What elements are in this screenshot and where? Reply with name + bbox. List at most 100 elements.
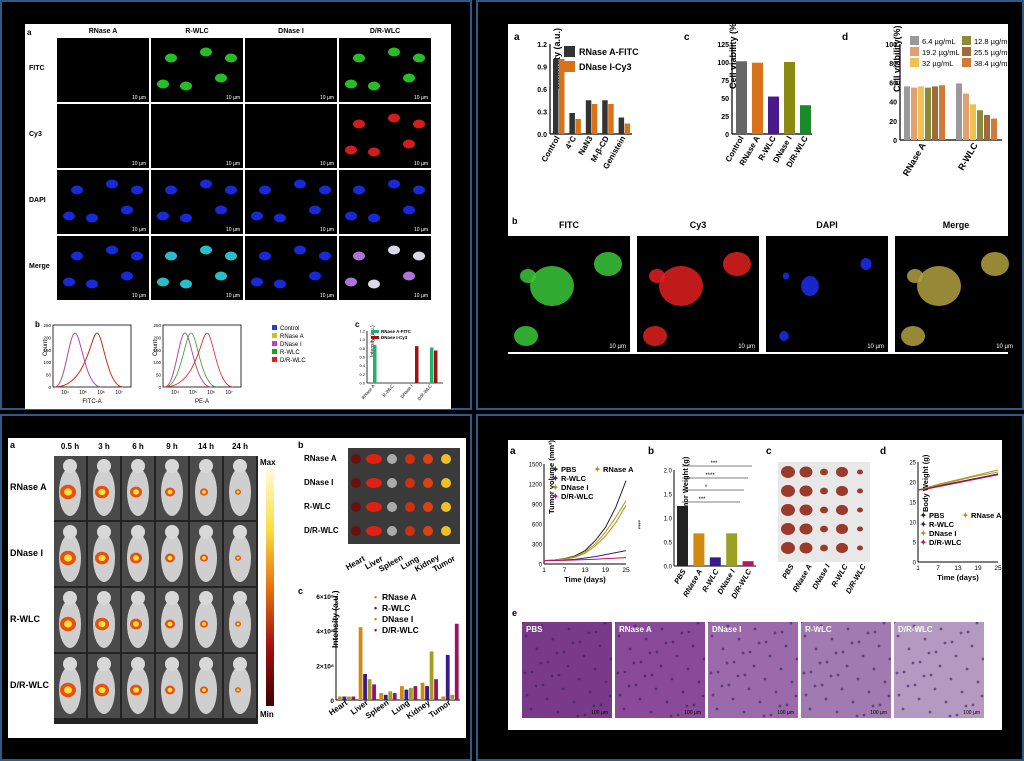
q4c-tumor <box>836 523 848 535</box>
q3a-mouse-svg <box>229 591 251 648</box>
q4e-nucleus-dot <box>748 650 752 654</box>
q1b-xtick: 10⁵ <box>189 390 197 396</box>
q1-nucleus <box>259 251 271 261</box>
q4a-ytick: 600 <box>532 523 543 529</box>
q2b-cells-svg <box>901 252 1009 346</box>
q3a-mouse-image <box>224 588 256 652</box>
q1b-legend-label: Control <box>280 326 299 332</box>
q2b-cell-shape <box>643 326 667 346</box>
q2a-ytick: 0.9 <box>537 65 547 72</box>
q3a-row-label: RNase A <box>10 482 47 492</box>
q1b-histogram-curve <box>54 332 102 388</box>
q4e-nucleus-dot <box>716 670 720 674</box>
q3b-row-label: DNase I <box>304 478 334 487</box>
q4e-nucleus-dot <box>535 647 539 651</box>
q4a-legend-label: PBS <box>561 465 576 474</box>
q1b-xlabel: FITC-A <box>82 399 101 405</box>
q2d-legend-label: 32 µg/mL <box>922 59 953 68</box>
q4e-nucleus-dot <box>825 660 829 664</box>
q3a-mouse-head <box>233 591 247 605</box>
q4d-legend-label: PBS <box>929 511 944 520</box>
q2d-ytick: 0 <box>893 138 897 145</box>
q2b-cell-shape <box>981 252 1009 276</box>
q3a-mouse-head <box>97 657 111 671</box>
q3a-signal-core <box>236 556 240 560</box>
q4e-nucleus-dot <box>708 622 710 624</box>
q3b-row-label: RNase A <box>304 454 337 463</box>
q4-tumor-charts: a Tumor volume (mm³) Time (days) 0 300 600 900… <box>510 440 1002 600</box>
q4d-legend-marker: ✦ <box>920 529 927 538</box>
q2-figure: a Intensity (a.u.) 0.0 0.3 0.6 0.9 1.2 RNase A-… <box>508 24 1017 354</box>
q4c-tumor <box>799 485 813 497</box>
q2b-cell-shape <box>520 269 536 283</box>
q3a-mouse-image <box>122 588 154 652</box>
q1b-xtick: 10⁵ <box>79 390 87 396</box>
q2d-legend-label: 25.5 µg/mL <box>974 48 1008 57</box>
q1-scale-bar: 10 µm <box>320 293 334 299</box>
q1-nucleus <box>345 79 357 89</box>
q3b-organ <box>405 502 415 512</box>
q4e-nucleus-dot <box>896 634 900 638</box>
q1-cells-svg <box>345 47 425 91</box>
q1-scale-bar: 10 µm <box>320 161 334 167</box>
q2c-bar <box>768 96 779 134</box>
q1b-ytick: 100 <box>153 360 161 365</box>
q4c-tumor <box>820 487 828 495</box>
q4e-nucleus-dot <box>769 713 773 717</box>
q1-scale-bar: 10 µm <box>414 95 428 101</box>
q1c-bar <box>415 346 419 383</box>
quadrant-top-right: a Intensity (a.u.) 0.0 0.3 0.6 0.9 1.2 RNase A-… <box>476 0 1024 410</box>
q1-cells-svg <box>345 113 425 157</box>
q1c-ytick: 0.0 <box>359 381 365 386</box>
q1b-legend-label: RNase A <box>280 334 304 340</box>
q2a-ylabel: Intensity (a.u.) <box>552 28 562 89</box>
q4d-ytick: 10 <box>909 521 916 527</box>
q3-panel-b-letter: b <box>298 440 304 450</box>
q2b-scale-bar: 10 µm <box>867 344 884 350</box>
q3a-row-label: DNase I <box>10 548 44 558</box>
q3b-organ <box>387 502 397 512</box>
q2a-bar <box>602 100 608 134</box>
q4b-ylabel: Tumor Weight (g) <box>681 456 690 518</box>
q1-nucleus <box>413 185 425 195</box>
q4b-bar <box>726 533 738 566</box>
q3c-bar <box>392 693 397 700</box>
q2d-legend-swatch <box>962 58 971 67</box>
q1-cells-svg <box>345 245 425 289</box>
q4e-nucleus-dot <box>866 631 870 635</box>
q2b-scale-bar: 10 µm <box>996 344 1013 350</box>
q3a-time-label: 6 h <box>132 442 144 451</box>
q4e-nucleus-dot <box>949 677 953 681</box>
q1-cells-svg <box>251 245 331 289</box>
q2c-bar <box>736 61 747 134</box>
q3c-legend-marker: • <box>374 625 377 635</box>
q4c-tumor <box>857 526 863 532</box>
q2a-bar <box>553 59 559 134</box>
q4e-nucleus-dot <box>878 703 882 707</box>
q1-nucleus <box>180 81 192 91</box>
q4c-tumor <box>820 506 828 514</box>
q3a-mouse-image <box>156 654 188 718</box>
q4e-nucleus-dot <box>534 684 538 688</box>
q1b-xtick: 10⁷ <box>115 390 123 396</box>
q1b-legend-swatch <box>272 341 277 346</box>
q3a-time-label: 3 h <box>98 442 110 451</box>
q1-micrograph: 10 µm <box>245 170 337 234</box>
q2-panel-b-letter: b <box>512 216 518 226</box>
q2b-cell-shape <box>594 252 622 276</box>
q4e-nucleus-dot <box>632 661 636 665</box>
q4a-legend-label: R-WLC <box>561 474 587 483</box>
q1-nucleus <box>403 271 415 281</box>
q3a-signal-core <box>202 556 206 560</box>
q2a-bar <box>608 104 614 134</box>
q3a-mouse-svg <box>229 657 251 714</box>
q1-scale-bar: 10 µm <box>132 227 146 233</box>
q1b-legend-swatch <box>272 333 277 338</box>
q1-nucleus <box>131 251 143 261</box>
q3a-mouse-svg <box>93 657 115 714</box>
q1-nucleus <box>388 113 400 123</box>
q1c-ytick: 0.2 <box>359 372 365 377</box>
q2b-column-label: DAPI <box>816 220 838 230</box>
q4e-nucleus-dot <box>819 624 823 628</box>
q4e-histology-texture <box>894 622 984 718</box>
